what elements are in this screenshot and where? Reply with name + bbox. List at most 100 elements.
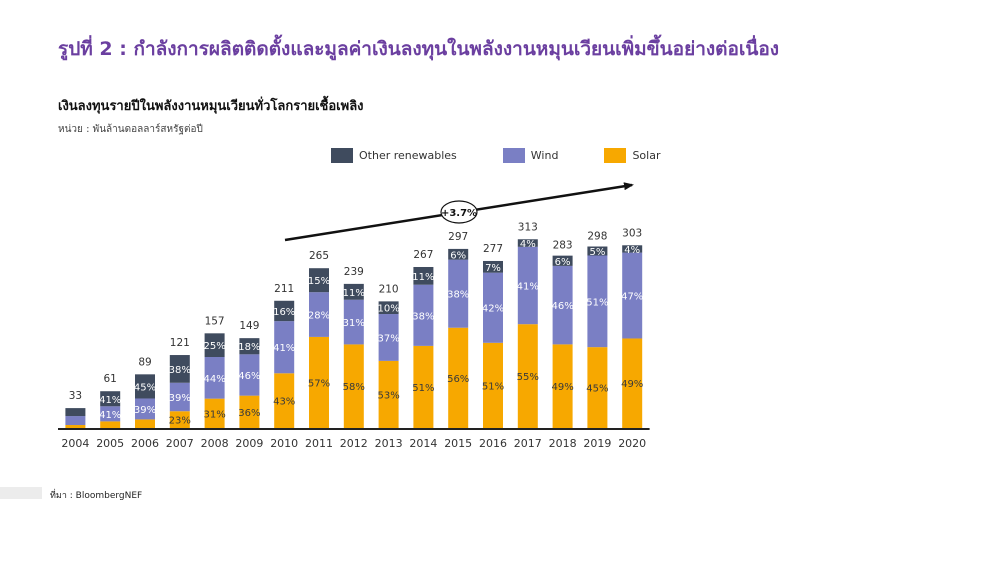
data-label-other: 5% <box>589 247 605 258</box>
bar-segment-other <box>517 239 538 247</box>
legend-label-wind: Wind <box>530 148 559 162</box>
data-label-solar: 51% <box>412 383 434 394</box>
data-label-other: 11% <box>412 272 434 283</box>
data-label-wind: 41% <box>273 343 295 354</box>
bar-total-label: 277 <box>483 243 503 255</box>
data-label-other: 25% <box>203 341 225 352</box>
bar-segment-other <box>204 333 225 357</box>
bar-segment-solar <box>587 347 608 428</box>
bar-segment-other <box>587 246 608 256</box>
legend-swatch-wind <box>502 147 525 163</box>
bar-segment-wind <box>309 292 329 337</box>
bar-total-label: 283 <box>553 239 573 251</box>
data-label-solar: 31% <box>203 409 225 420</box>
data-label-other: 18% <box>238 342 260 353</box>
bar-segment-solar <box>517 324 538 428</box>
bar-segment-other <box>483 260 503 273</box>
annotation-ellipse <box>440 200 478 224</box>
data-label-other: 45% <box>134 382 156 393</box>
x-tick-label: 2007 <box>166 437 194 450</box>
data-label-wind: 51% <box>586 297 608 308</box>
source-marker <box>0 487 42 499</box>
bar-segment-other <box>622 245 643 253</box>
data-label-wind: 38% <box>412 311 434 322</box>
bar-total-label: 149 <box>239 320 259 332</box>
figure-title: รูปที่ 2 : กำลังการผลิตติดตั้งและมูลค่าเ… <box>58 38 780 60</box>
bar-total-label: 121 <box>170 337 190 349</box>
unit-note: หน่วย : พันล้านดอลลาร์สหรัฐต่อปี <box>58 124 203 135</box>
data-label-other: 4% <box>624 245 640 256</box>
x-tick-label: 2013 <box>375 437 403 450</box>
data-label-wind: 37% <box>377 333 399 344</box>
x-tick-label: 2020 <box>618 437 646 450</box>
bar-segment-wind <box>483 272 503 343</box>
data-label-solar: 49% <box>551 382 573 393</box>
bar-segment-solar <box>483 342 503 428</box>
data-label-wind: 46% <box>551 301 573 312</box>
bar-segment-wind <box>343 299 364 345</box>
data-label-other: 10% <box>377 304 399 315</box>
bar-segment-solar <box>448 327 469 428</box>
data-label-other: 4% <box>520 239 536 250</box>
bar-segment-solar <box>413 345 434 428</box>
data-label-wind: 28% <box>308 311 330 322</box>
bar-segment-solar <box>309 336 329 428</box>
bar-total-label: 297 <box>448 231 468 243</box>
x-tick-label: 2005 <box>96 437 124 450</box>
data-label-other: 7% <box>485 263 501 274</box>
x-tick-label: 2010 <box>270 437 298 450</box>
data-label-wind: 41% <box>517 282 539 293</box>
x-tick-label: 2008 <box>201 437 229 450</box>
bar-segment-solar <box>378 360 399 428</box>
x-tick-label: 2018 <box>549 437 577 450</box>
legend-swatch-other <box>331 147 353 163</box>
bar-total-label: 89 <box>138 356 151 368</box>
bar-total-label: 211 <box>274 283 294 295</box>
data-label-solar: 53% <box>377 390 399 401</box>
bar-segment-other <box>378 301 399 315</box>
data-label-wind: 31% <box>343 318 365 329</box>
bar-segment-solar <box>552 344 573 428</box>
bar-segment-other <box>274 300 295 322</box>
legend-swatch-solar <box>604 147 627 163</box>
data-label-solar: 43% <box>273 397 295 408</box>
bar-total-label: 313 <box>518 221 538 233</box>
x-tick-label: 2019 <box>583 437 611 450</box>
bar-segment-wind <box>204 356 225 399</box>
data-label-wind: 41% <box>99 410 121 421</box>
data-label-wind: 42% <box>482 304 504 315</box>
bar-segment-other <box>65 408 86 417</box>
bar-segment-other <box>100 391 121 407</box>
bar-segment-wind <box>448 259 469 328</box>
x-tick-label: 2017 <box>514 437 542 450</box>
bar-segment-other <box>343 283 364 300</box>
legend-label-other: Other renewables <box>359 148 457 162</box>
bar-total-label: 303 <box>622 227 642 239</box>
bar-segment-solar <box>239 395 260 428</box>
chart-title: เงินลงทุนรายปีในพลังงานหมุนเวียนทั่วโลกร… <box>58 99 364 114</box>
bar-total-label: 210 <box>379 283 399 295</box>
bar-segment-wind <box>135 398 155 420</box>
bar-total-label: 61 <box>104 373 117 385</box>
bar-segment-wind <box>65 416 86 426</box>
bar-segment-solar <box>274 373 295 428</box>
bar-segment-solar <box>135 419 155 428</box>
bar-segment-solar <box>100 421 121 428</box>
bar-total-label: 239 <box>344 266 364 278</box>
legend-label-solar: Solar <box>632 148 661 162</box>
data-label-wind: 39% <box>134 405 156 416</box>
bar-segment-solar <box>343 344 364 428</box>
data-label-solar: 58% <box>343 382 365 393</box>
x-tick-label: 2004 <box>61 437 89 450</box>
data-label-wind: 47% <box>621 292 643 303</box>
legend-item-wind: Wind <box>502 147 559 163</box>
bar-total-label: 267 <box>413 249 433 261</box>
x-tick-label: 2015 <box>444 437 472 450</box>
x-tick-label: 2012 <box>340 437 368 450</box>
data-label-other: 6% <box>555 257 571 268</box>
bar-segment-other <box>413 266 434 285</box>
bar-segment-wind <box>378 314 399 361</box>
bar-total-label: 298 <box>587 230 607 242</box>
legend-item-other: Other renewables <box>331 147 457 163</box>
